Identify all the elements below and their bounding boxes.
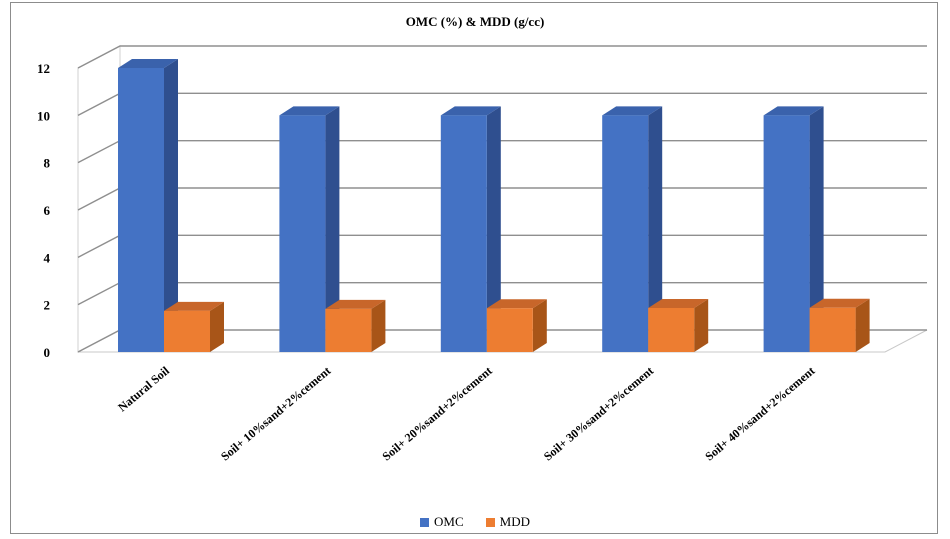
bar-omc-3 <box>602 115 649 352</box>
legend-swatch-omc <box>420 517 430 527</box>
bar-omc-4 <box>763 115 810 352</box>
bar-top-mdd-2 <box>486 299 547 309</box>
bar-mdd-2 <box>486 308 533 352</box>
bar-top-omc-0 <box>118 59 178 68</box>
bar-side-omc-3 <box>648 106 663 352</box>
x-tick-label-4: Soil+ 40%sand+2%cement <box>702 364 817 464</box>
bar-side-omc-2 <box>486 106 501 352</box>
bar-top-mdd-4 <box>809 298 870 308</box>
y-tick-label-3: 6 <box>44 203 51 218</box>
y-tick-label-2: 4 <box>44 250 51 265</box>
bar-side-omc-0 <box>164 59 178 352</box>
bar-top-mdd-1 <box>325 299 386 309</box>
bar-mdd-3 <box>648 307 695 352</box>
bar-side-mdd-0 <box>210 301 224 352</box>
x-tick-label-3: Soil+ 30%sand+2%cement <box>541 364 656 464</box>
x-tick-label-1: Soil+ 10%sand+2%cement <box>218 364 333 464</box>
chart-legend: OMC MDD <box>0 514 950 530</box>
x-tick-label-2: Soil+ 20%sand+2%cement <box>379 364 494 464</box>
bar-top-omc-4 <box>763 106 824 116</box>
bar-omc-0 <box>118 68 164 352</box>
bar-top-omc-3 <box>602 106 663 116</box>
bar-top-mdd-0 <box>164 301 224 311</box>
y-tick-label-1: 2 <box>44 298 51 313</box>
x-tick-label-0: Natural Soil <box>115 363 172 414</box>
bar-top-mdd-3 <box>648 298 709 308</box>
bar-side-omc-1 <box>325 106 340 352</box>
bar-side-omc-4 <box>809 106 824 352</box>
bar-top-omc-2 <box>440 106 501 116</box>
legend-swatch-mdd <box>485 517 495 527</box>
bar-mdd-1 <box>325 308 372 352</box>
bar-top-omc-1 <box>279 106 340 116</box>
bar-side-mdd-1 <box>371 299 386 352</box>
chart-title: OMC (%) & MDD (g/cc) <box>405 14 545 29</box>
y-tick-label-6: 12 <box>37 61 50 76</box>
bar-side-mdd-3 <box>694 298 709 352</box>
bar-omc-1 <box>279 115 326 352</box>
bar-mdd-4 <box>809 307 856 352</box>
y-tick-label-4: 8 <box>44 156 51 171</box>
y-tick-label-5: 10 <box>37 108 50 123</box>
bar-mdd-0 <box>164 310 210 352</box>
bar-omc-2 <box>440 115 487 352</box>
legend-item-omc: OMC <box>420 514 464 530</box>
y-tick-label-0: 0 <box>44 345 51 360</box>
legend-item-mdd: MDD <box>485 514 530 530</box>
bar-side-mdd-4 <box>855 298 870 352</box>
legend-label-mdd: MDD <box>499 514 530 529</box>
legend-label-omc: OMC <box>434 514 464 529</box>
gridline-6 <box>77 45 927 69</box>
bar-side-mdd-2 <box>532 299 547 352</box>
